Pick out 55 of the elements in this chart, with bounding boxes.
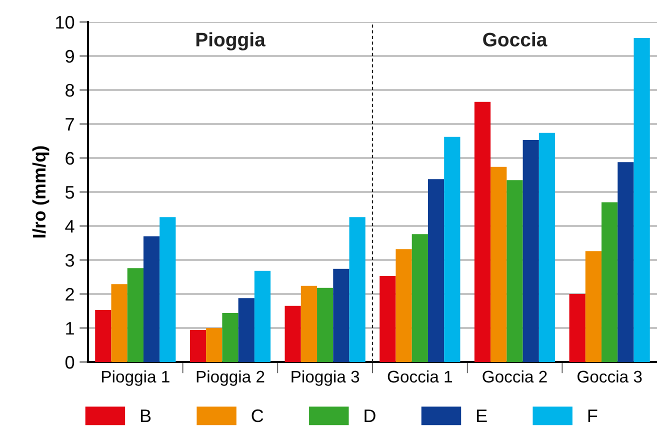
bar [634,38,650,362]
y-tick-label: 4 [65,220,74,233]
x-tick-label: Pioggia 2 [196,370,264,386]
bar [254,270,271,362]
legend-label: C [252,409,264,422]
bar [474,102,491,362]
bar [412,234,428,362]
bar [506,180,523,362]
y-tick-label: 2 [66,288,74,301]
bar [444,136,460,362]
bar [190,330,206,362]
bar [284,306,301,362]
x-tick-label: Goccia 1 [388,370,452,383]
bar [317,288,334,362]
bar [569,294,586,362]
bar [300,286,318,362]
bar [206,328,222,362]
legend-label: F [588,410,598,422]
x-tick-label: Goccia 2 [482,370,547,383]
bar [618,162,634,362]
y-tick-label: 3 [65,254,74,267]
legend-label: D [364,410,376,422]
bar [111,284,128,362]
y-tick-label: 9 [66,50,74,63]
legend-label: B [140,410,151,422]
y-tick-label: 7 [66,118,74,131]
bar [222,313,238,362]
y-tick-label: 1 [66,322,74,335]
bar [490,166,507,362]
bar [428,179,444,362]
bar [333,268,350,362]
x-tick-label: Goccia 3 [578,370,642,383]
y-tick-label: 6 [66,152,74,165]
x-tick-label: Pioggia 3 [292,370,360,386]
bar [160,217,176,362]
bar [380,276,396,362]
bar [396,249,412,362]
annotation: Goccia [483,32,548,46]
y-axis-title: I/ro (mm/q) [32,146,50,238]
x-tick-label: Pioggia 1 [102,370,170,386]
bar [522,140,539,362]
y-tick-label: 8 [66,84,74,97]
bar [349,217,366,362]
bar [538,132,556,362]
y-tick-label: 0 [65,356,74,369]
annotation: Pioggia [196,32,266,50]
y-tick-label: 10 [56,16,74,29]
bar [127,268,144,362]
bar [238,298,254,362]
legend-label: E [477,410,487,422]
bar [602,202,618,362]
bar [143,236,160,362]
y-tick-label: 5 [65,186,74,199]
bar [585,251,602,362]
bar [95,310,112,362]
